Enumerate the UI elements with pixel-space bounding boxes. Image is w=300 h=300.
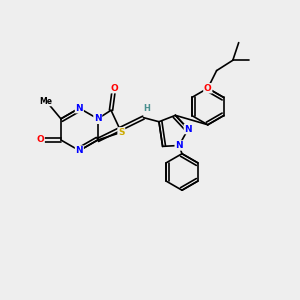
Text: N: N bbox=[94, 114, 102, 123]
Text: O: O bbox=[36, 136, 44, 145]
Text: N: N bbox=[76, 104, 83, 113]
Text: S: S bbox=[118, 128, 124, 137]
Text: N: N bbox=[184, 124, 192, 134]
Text: O: O bbox=[110, 84, 118, 93]
Text: O: O bbox=[204, 84, 212, 93]
Text: Me: Me bbox=[40, 97, 53, 106]
Text: N: N bbox=[175, 141, 183, 150]
Text: H: H bbox=[143, 104, 150, 113]
Text: N: N bbox=[76, 146, 83, 155]
